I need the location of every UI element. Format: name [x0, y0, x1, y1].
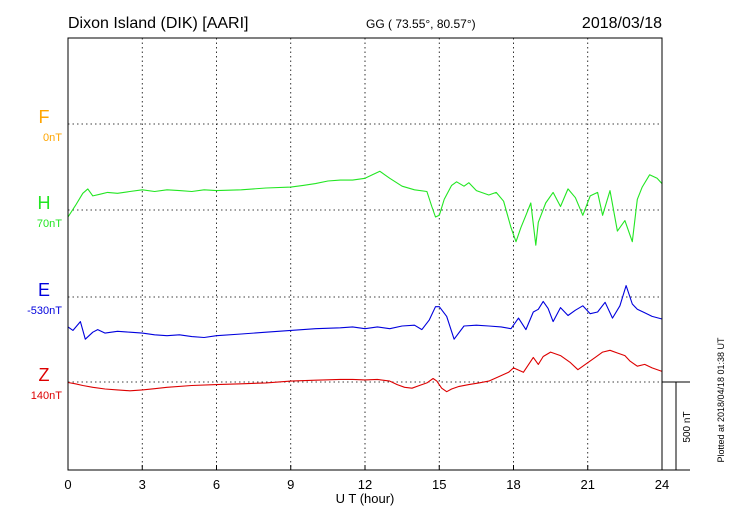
- component-baseline-f: 0nT: [43, 132, 62, 144]
- coordinates: GG ( 73.55°, 80.57°): [366, 17, 476, 31]
- series-line-h: [67, 170, 663, 246]
- x-tick-labels: 0 3 6 9 12 15 18 21 24: [64, 465, 669, 492]
- series-line-e: [67, 285, 663, 340]
- x-tick-label: 15: [432, 477, 446, 492]
- component-labels: F 0nT H 70nT E -530nT Z 140nT: [27, 107, 62, 402]
- x-tick-label: 24: [655, 477, 669, 492]
- traces: [67, 170, 663, 393]
- x-tick-label: 9: [287, 477, 294, 492]
- component-baseline-e: -530nT: [27, 305, 62, 317]
- x-tick-label: 12: [358, 477, 372, 492]
- scale-bar-label: 500 nT: [682, 411, 693, 442]
- x-tick-label: 0: [64, 477, 71, 492]
- station-title: Dixon Island (DIK) [AARI]: [68, 15, 249, 32]
- component-label-z: Z: [39, 365, 50, 385]
- grid: [68, 38, 662, 470]
- plotted-note: Plotted at 2018/04/18 01:38 UT: [716, 337, 726, 463]
- component-label-e: E: [38, 280, 50, 300]
- x-tick-label: 6: [213, 477, 220, 492]
- x-axis-label: U T (hour): [336, 491, 395, 506]
- series-line-z: [67, 349, 663, 393]
- component-baseline-z: 140nT: [31, 390, 62, 402]
- date: 2018/03/18: [582, 15, 662, 32]
- component-baseline-h: 70nT: [37, 218, 62, 230]
- scale-bar: 500 nT: [662, 381, 693, 471]
- x-tick-label: 21: [581, 477, 595, 492]
- component-label-h: H: [38, 193, 51, 213]
- x-tick-label: 18: [506, 477, 520, 492]
- component-label-f: F: [39, 107, 50, 127]
- x-tick-label: 3: [139, 477, 146, 492]
